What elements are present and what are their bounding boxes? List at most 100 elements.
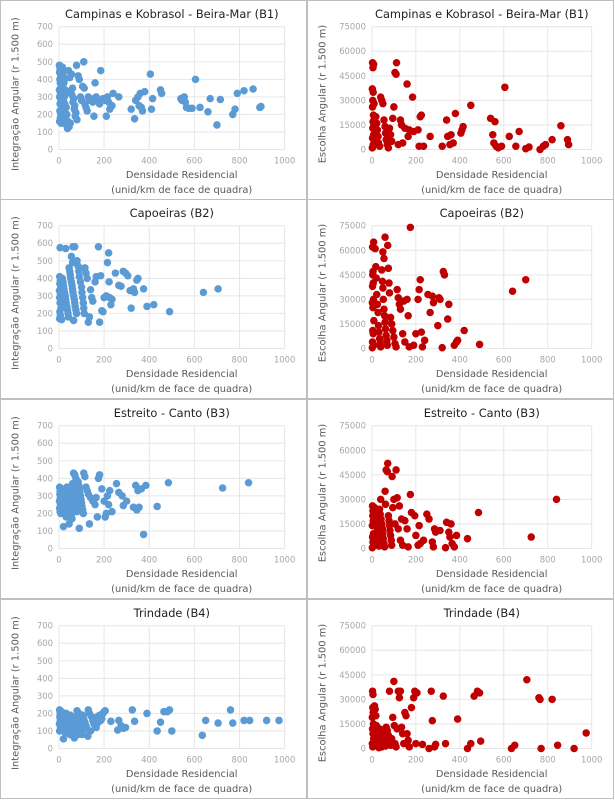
y-tick-label: 700: [37, 221, 53, 231]
scatter-point: [523, 675, 531, 684]
scatter-point: [385, 279, 393, 287]
scatter-point: [429, 543, 438, 551]
scatter-point: [467, 739, 475, 748]
scatter-point: [501, 83, 509, 92]
scatter-point: [138, 107, 147, 115]
scatter-point: [372, 113, 380, 121]
scatter-point: [85, 520, 94, 528]
scatter-point: [389, 503, 397, 512]
scatter-point: [80, 84, 88, 92]
y-tick-label: 300: [37, 491, 53, 501]
scatter-point: [168, 727, 176, 735]
scatter-point: [436, 526, 444, 535]
scatter-point: [216, 95, 225, 104]
x-axis-label: Densidade Residencial: [126, 569, 238, 580]
x-tick-label: 200: [408, 754, 424, 764]
x-axis-label-units: (unid/km de face de quadra): [111, 584, 252, 595]
scatter-point: [446, 533, 454, 541]
scatter-point: [467, 101, 475, 110]
scatter-point: [570, 744, 578, 753]
scatter-point: [83, 107, 91, 115]
chart-panel-b3-escolha: Estreito - Canto (B3) 0 15000 30000 45000 600…: [307, 399, 614, 599]
scatter-point: [92, 493, 100, 502]
scatter-point: [165, 307, 174, 316]
scatter-point: [73, 115, 81, 124]
y-tick-label: 0: [361, 543, 366, 553]
scatter-point: [414, 295, 422, 304]
scatter-point: [199, 288, 208, 297]
scatter-point: [65, 520, 73, 528]
x-tick-label: 200: [96, 754, 112, 764]
scatter-point: [244, 478, 253, 487]
scatter-point: [505, 132, 514, 141]
y-tick-label: 500: [37, 57, 53, 67]
scatter-point: [101, 707, 109, 715]
x-tick-label: 0: [56, 354, 61, 364]
scatter-point: [392, 343, 400, 351]
scatter-point: [392, 743, 400, 751]
scatter-point: [165, 706, 174, 714]
scatter-point: [582, 729, 590, 737]
scatter-point: [95, 471, 104, 479]
scatter-point: [122, 497, 131, 505]
y-tick-label: 700: [37, 421, 53, 431]
scatter-point: [249, 85, 257, 93]
scatter-point: [463, 534, 472, 543]
x-axis-label-units: (unid/km de face de quadra): [421, 185, 562, 196]
x-tick-label: 200: [96, 155, 112, 165]
y-tick-label: 15000: [339, 719, 366, 729]
scatter-point: [381, 500, 390, 509]
scatter-point: [381, 233, 389, 241]
y-tick-label: 45000: [339, 71, 366, 81]
scatter-point: [117, 282, 125, 291]
scatter-point: [450, 543, 459, 551]
scatter-point: [380, 312, 389, 320]
scatter-point: [376, 495, 385, 504]
y-tick-label: 700: [37, 621, 53, 631]
scatter-point: [130, 717, 139, 726]
scatter-point: [379, 284, 387, 292]
scatter-point: [104, 500, 113, 509]
scatter-point: [146, 70, 155, 78]
chart-title: Campinas e Kobrasol - Beira-Mar (B1): [375, 7, 589, 21]
scatter-point: [387, 320, 396, 328]
scatter-point: [431, 740, 440, 749]
scatter-point: [489, 131, 497, 139]
scatter-point: [369, 63, 377, 72]
x-tick-label: 800: [232, 754, 248, 764]
y-tick-label: 200: [37, 708, 53, 718]
scatter-point: [121, 723, 130, 732]
scatter-point: [368, 282, 377, 291]
y-tick-label: 75000: [339, 221, 366, 231]
x-tick-label: 0: [56, 554, 61, 564]
scatter-point: [387, 137, 396, 146]
scatter-point: [389, 713, 397, 722]
scatter-point: [240, 716, 248, 725]
scatter-point: [218, 484, 227, 492]
scatter-point: [418, 740, 427, 749]
x-tick-label: 800: [540, 554, 556, 564]
x-axis-label: Densidade Residencial: [126, 769, 238, 780]
y-tick-label: 500: [37, 256, 53, 266]
scatter-point: [418, 343, 427, 351]
scatter-point: [370, 316, 378, 325]
scatter-point: [404, 312, 412, 320]
x-axis-label: Densidade Residencial: [436, 369, 548, 380]
chart-title: Campinas e Kobrasol - Beira-Mar (B1): [65, 7, 279, 21]
scatter-point: [95, 318, 104, 326]
x-tick-label: 800: [232, 155, 248, 165]
x-tick-label: 200: [96, 554, 112, 564]
scatter-point: [96, 66, 105, 75]
y-tick-label: 400: [37, 273, 53, 283]
scatter-point: [369, 330, 377, 338]
scatter-point: [72, 61, 81, 70]
scatter-point: [536, 695, 544, 704]
x-tick-label: 400: [141, 754, 157, 764]
scatter-point: [405, 743, 414, 751]
scatter-point: [59, 522, 68, 531]
scatter-point: [395, 693, 404, 702]
scatter-point: [452, 531, 461, 540]
scatter-point: [428, 716, 437, 725]
scatter-point: [369, 238, 378, 246]
scatter-point: [416, 275, 425, 284]
